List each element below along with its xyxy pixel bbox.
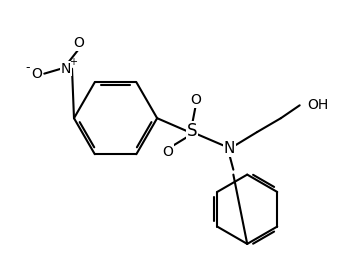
Text: O: O (31, 67, 42, 81)
Text: O: O (190, 93, 201, 107)
Text: -: - (25, 61, 30, 74)
Text: S: S (187, 122, 197, 140)
Text: N: N (224, 141, 235, 156)
Text: N: N (61, 62, 71, 76)
Text: O: O (163, 145, 174, 159)
Text: +: + (69, 57, 77, 67)
Text: O: O (74, 36, 84, 50)
Text: OH: OH (308, 98, 329, 112)
